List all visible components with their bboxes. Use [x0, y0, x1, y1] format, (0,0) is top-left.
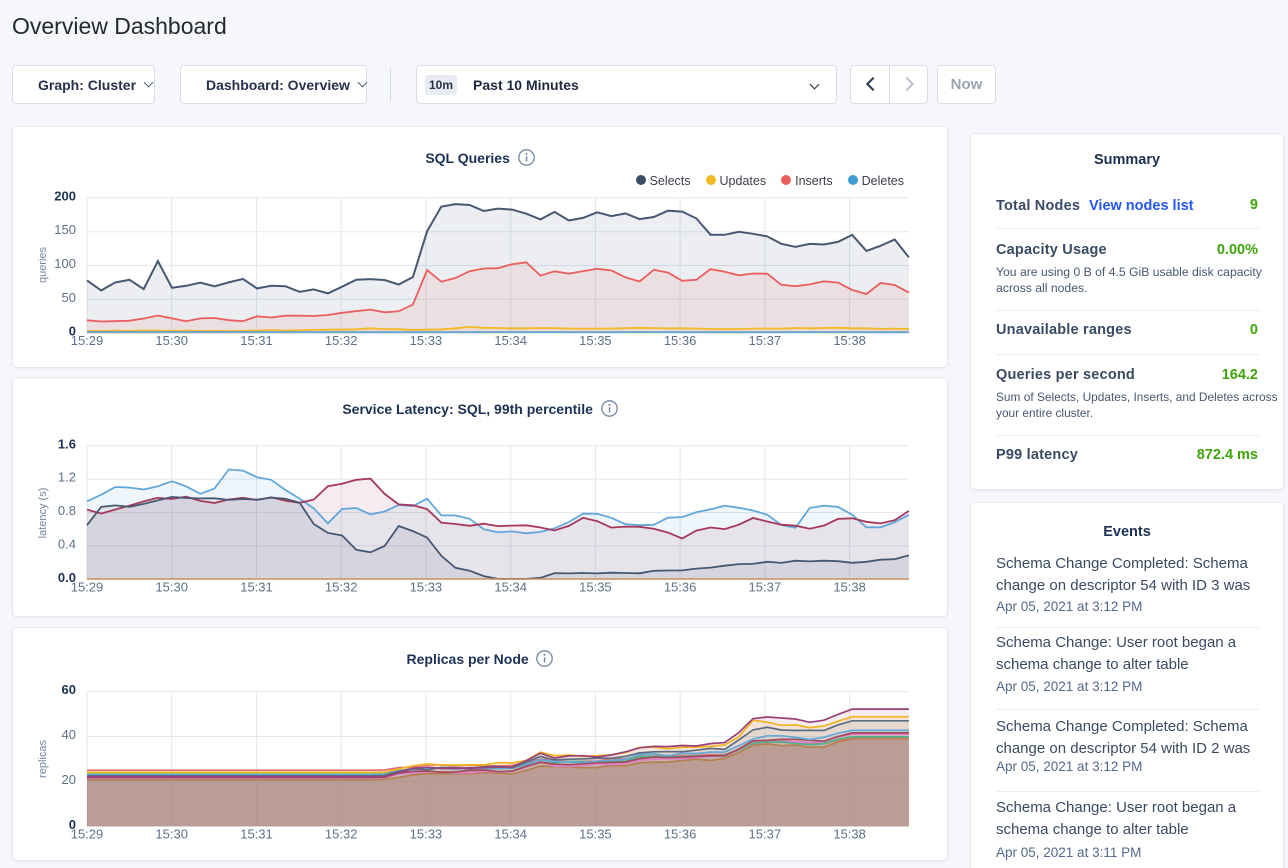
svg-text:15:33: 15:33 — [410, 333, 443, 348]
svg-text:15:32: 15:32 — [325, 579, 358, 594]
svg-text:15:29: 15:29 — [71, 579, 104, 594]
svg-text:1.2: 1.2 — [58, 470, 76, 485]
svg-text:15:37: 15:37 — [749, 826, 782, 841]
svg-text:60: 60 — [62, 682, 76, 697]
svg-text:15:32: 15:32 — [325, 826, 358, 841]
svg-text:0.8: 0.8 — [58, 503, 76, 518]
svg-text:15:29: 15:29 — [71, 333, 104, 348]
svg-text:15:30: 15:30 — [155, 826, 188, 841]
svg-text:15:35: 15:35 — [579, 826, 612, 841]
svg-text:15:31: 15:31 — [240, 579, 273, 594]
svg-text:15:31: 15:31 — [240, 826, 273, 841]
svg-text:15:37: 15:37 — [749, 333, 782, 348]
svg-text:latency (s): latency (s) — [37, 488, 49, 539]
svg-text:15:37: 15:37 — [749, 579, 782, 594]
svg-text:15:34: 15:34 — [494, 826, 527, 841]
svg-text:15:30: 15:30 — [155, 579, 188, 594]
svg-text:15:36: 15:36 — [664, 826, 697, 841]
svg-text:15:33: 15:33 — [410, 826, 443, 841]
svg-text:15:38: 15:38 — [833, 579, 866, 594]
svg-text:50: 50 — [62, 290, 76, 305]
svg-text:queries: queries — [37, 246, 49, 283]
svg-text:15:33: 15:33 — [410, 579, 443, 594]
svg-text:0: 0 — [69, 817, 76, 832]
svg-text:15:31: 15:31 — [240, 333, 273, 348]
svg-text:15:30: 15:30 — [155, 333, 188, 348]
svg-text:0.0: 0.0 — [58, 570, 76, 585]
svg-text:replicas: replicas — [37, 740, 49, 778]
svg-text:15:35: 15:35 — [579, 333, 612, 348]
svg-text:15:36: 15:36 — [664, 579, 697, 594]
svg-text:15:36: 15:36 — [664, 333, 697, 348]
svg-text:0.4: 0.4 — [58, 536, 76, 551]
svg-text:100: 100 — [54, 256, 76, 271]
svg-text:15:38: 15:38 — [833, 826, 866, 841]
svg-text:0: 0 — [69, 324, 76, 339]
svg-text:15:34: 15:34 — [494, 333, 527, 348]
svg-text:15:32: 15:32 — [325, 333, 358, 348]
svg-text:15:35: 15:35 — [579, 579, 612, 594]
svg-text:150: 150 — [54, 222, 76, 237]
svg-text:1.6: 1.6 — [58, 436, 76, 451]
svg-text:40: 40 — [62, 727, 76, 742]
svg-text:15:29: 15:29 — [71, 826, 104, 841]
svg-text:20: 20 — [62, 772, 76, 787]
svg-text:15:38: 15:38 — [833, 333, 866, 348]
svg-text:15:34: 15:34 — [494, 579, 527, 594]
svg-text:200: 200 — [54, 188, 76, 203]
